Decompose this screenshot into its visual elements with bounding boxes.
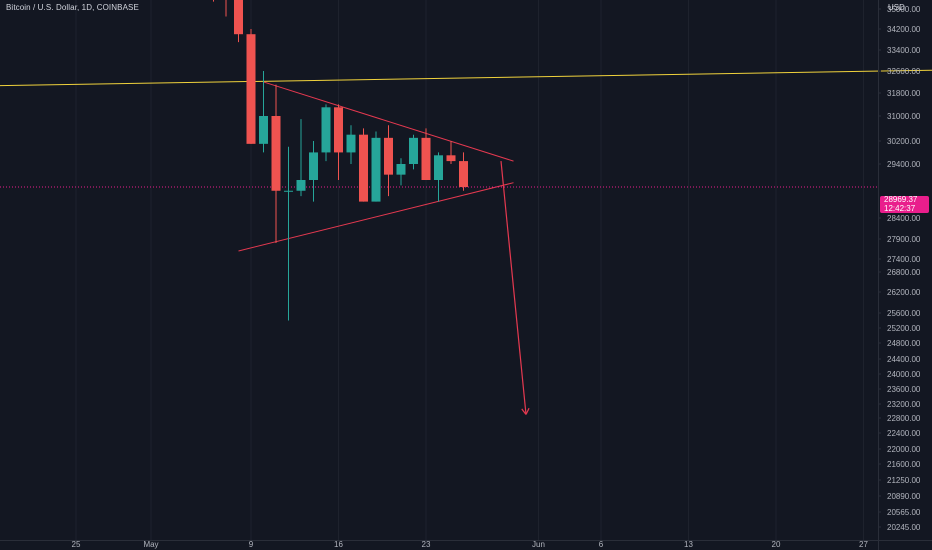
y-tick-label: 31000.00	[887, 112, 921, 121]
candle	[346, 125, 356, 164]
candle-body	[459, 161, 468, 188]
y-tick-label: 32600.00	[887, 67, 921, 76]
support-line	[0, 69, 932, 87]
y-tick-label: 24000.00	[887, 370, 921, 379]
candle	[234, 0, 243, 43]
candle-body	[259, 116, 268, 144]
candle	[213, 0, 214, 2]
candle	[321, 104, 331, 162]
grid	[75, 0, 864, 540]
target-arrow	[500, 161, 527, 415]
candle-body	[246, 34, 256, 144]
candle	[271, 84, 281, 243]
x-tick-label: 13	[684, 540, 693, 549]
candle	[225, 0, 227, 17]
x-tick-label: May	[143, 540, 158, 549]
annotations	[0, 69, 932, 415]
y-tick-label: 24400.00	[887, 355, 921, 364]
y-tick-label: 22000.00	[887, 445, 921, 454]
x-tick-label: 9	[249, 540, 254, 549]
y-tick-label: 30200.00	[887, 137, 921, 146]
candle	[359, 128, 368, 202]
candle-body	[234, 0, 243, 35]
candle-body	[421, 137, 431, 181]
candle	[371, 131, 381, 202]
x-tick-label: 25	[72, 540, 81, 549]
y-tick-label: 34200.00	[887, 25, 921, 34]
current-price-tag: 28969.37 12:42:37	[880, 195, 929, 213]
y-tick-label: 23600.00	[887, 385, 921, 394]
candle-body	[434, 155, 443, 181]
y-tick-label: 29400.00	[887, 160, 921, 169]
lower-trendline	[238, 182, 514, 252]
candle-body	[446, 155, 456, 162]
candle	[396, 158, 406, 186]
y-tick-label: 25200.00	[887, 324, 921, 333]
y-tick-label: 27900.00	[887, 235, 921, 244]
candle-body	[384, 137, 393, 175]
candle	[334, 104, 343, 181]
y-tick-label: 35000.00	[887, 5, 921, 14]
candle-body	[371, 137, 381, 202]
y-tick-label: 25600.00	[887, 309, 921, 318]
x-tick-label: Jun	[532, 540, 545, 549]
y-tick-label: 23200.00	[887, 400, 921, 409]
y-tick-label: 28400.00	[887, 214, 921, 223]
candle	[459, 152, 468, 191]
target-arrowhead	[525, 407, 530, 415]
x-tick-label: 20	[772, 540, 781, 549]
y-tick-label: 24800.00	[887, 339, 921, 348]
candle	[446, 141, 456, 164]
candle-body	[284, 190, 293, 192]
x-tick-label: 6	[599, 540, 604, 549]
currency-label: USD	[888, 3, 905, 12]
target-arrowhead	[521, 408, 527, 415]
y-tick-label: 20565.00	[887, 508, 921, 517]
y-tick-label: 20245.00	[887, 523, 921, 532]
candle-body	[321, 107, 331, 153]
candle	[421, 128, 431, 181]
candles	[213, 0, 468, 321]
candle-body	[334, 107, 343, 153]
y-tick-label: 33400.00	[887, 46, 921, 55]
current-price-value: 28969.37	[884, 195, 918, 204]
x-tick-label: 27	[859, 540, 868, 549]
candle-body	[346, 134, 356, 153]
y-tick-label: 20890.00	[887, 492, 921, 501]
y-tick-label: 26200.00	[887, 288, 921, 297]
y-tick-label: 21600.00	[887, 460, 921, 469]
candle	[434, 152, 443, 202]
y-tick-label: 27400.00	[887, 255, 921, 264]
upper-trendline	[263, 81, 514, 162]
y-tick-label: 31800.00	[887, 89, 921, 98]
y-tick-label: 21250.00	[887, 476, 921, 485]
candle-body	[409, 137, 418, 164]
candle	[259, 71, 268, 153]
candle	[309, 141, 318, 202]
candle-body	[296, 180, 306, 191]
bar-countdown: 12:42:37	[884, 203, 916, 213]
candle	[296, 119, 306, 197]
candle	[409, 134, 418, 170]
candle	[246, 29, 256, 144]
candle-body	[271, 116, 281, 191]
x-tick-label: 16	[334, 540, 343, 549]
y-tick-label: 22400.00	[887, 429, 921, 438]
chart-title: Bitcoin / U.S. Dollar, 1D, COINBASE	[6, 3, 139, 12]
candle	[384, 125, 393, 197]
candle-body	[359, 134, 368, 202]
y-tick-label: 26800.00	[887, 268, 921, 277]
candle	[284, 146, 293, 321]
candle-body	[309, 152, 318, 181]
y-tick-label: 22800.00	[887, 414, 921, 423]
x-tick-label: 23	[422, 540, 431, 549]
candle-body	[396, 164, 406, 175]
